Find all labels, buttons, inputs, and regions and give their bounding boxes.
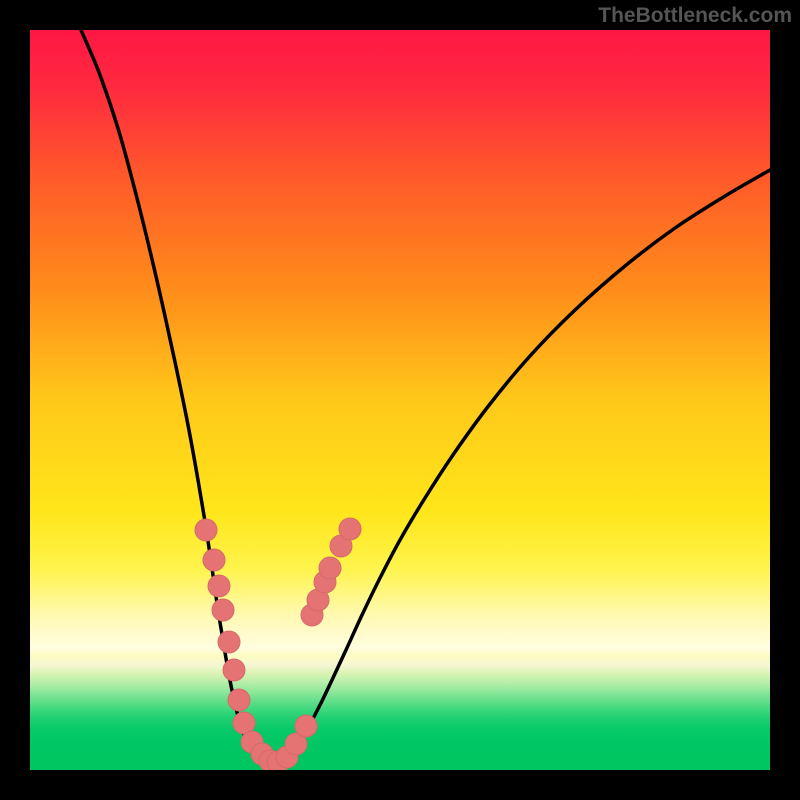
watermark-text: TheBottleneck.com [598, 4, 792, 28]
data-marker [218, 631, 240, 653]
data-marker [339, 518, 361, 540]
plot-area [30, 30, 770, 770]
chart-svg [30, 30, 770, 770]
data-marker [212, 599, 234, 621]
data-marker [223, 659, 245, 681]
data-marker [203, 549, 225, 571]
data-marker [295, 715, 317, 737]
chart-container: TheBottleneck.com [0, 0, 800, 800]
gradient-background [30, 30, 770, 770]
data-marker [195, 519, 217, 541]
data-marker [208, 575, 230, 597]
data-marker [319, 557, 341, 579]
data-marker [228, 689, 250, 711]
